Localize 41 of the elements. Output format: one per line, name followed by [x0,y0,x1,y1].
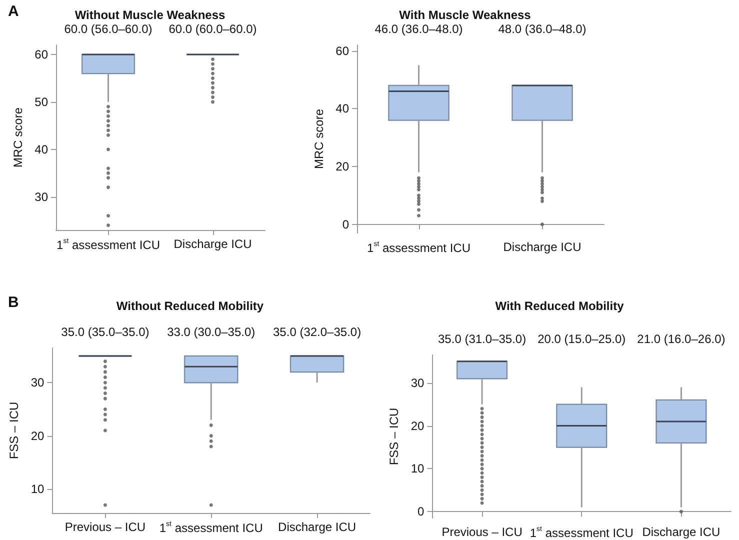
y-tick-label: 30 [30,376,45,390]
x-tick-label: Discharge ICU [174,237,252,251]
y-axis-title: MRC score [312,108,326,170]
y-tick-label: 10 [30,482,45,496]
x-tick-label: Previous – ICU [64,520,146,534]
x-tick-label: Previous – ICU [442,525,522,539]
y-tick-label: 20 [410,418,425,433]
text: 21.0 (16.0–26.0) [637,332,726,346]
text: 60.0 (56.0–60.0) [64,22,152,36]
chart-title: Without Reduced Mobility [116,299,264,313]
y-tick-label: 20 [30,428,45,443]
text: 35.0 (35.0–35.0) [61,325,150,339]
y-tick-label: 0 [342,217,350,232]
chart-title: With Reduced Mobility [495,299,624,313]
y-axis-title: MRC score [10,107,25,168]
y-tick-label: 40 [34,142,48,156]
y-axis-title: FSS – ICU [387,408,401,466]
text: 35.0 (32.0–35.0) [273,325,362,339]
text: 35.0 (31.0–35.0) [438,332,526,346]
chart-title: Without Muscle Weakness [74,8,226,22]
text: 60.0 (60.0–60.0) [168,22,257,36]
text: 46.0 (36.0–48.0) [374,22,463,36]
y-tick-label: 40 [336,102,350,116]
y-tick-label: 60 [34,47,48,62]
text: B [8,294,19,311]
y-tick-label: 30 [410,376,425,390]
text: 20.0 (15.0–25.0) [538,332,626,346]
y-tick-label: 0 [418,504,425,519]
chart-title: With Muscle Weakness [399,8,532,22]
x-tick-label: Discharge ICU [642,525,720,539]
y-tick-label: 50 [34,94,48,109]
x-tick-label: Discharge ICU [278,520,356,534]
y-tick-label: 30 [34,190,48,204]
text: A [8,3,19,20]
text: 33.0 (30.0–35.0) [167,325,256,339]
x-tick-label: Discharge ICU [503,240,582,254]
text: 48.0 (36.0–48.0) [498,22,586,36]
y-tick-label: 10 [410,462,425,476]
y-axis-title: FSS – ICU [7,402,21,460]
y-tick-label: 20 [336,159,350,174]
y-tick-label: 60 [336,44,350,58]
